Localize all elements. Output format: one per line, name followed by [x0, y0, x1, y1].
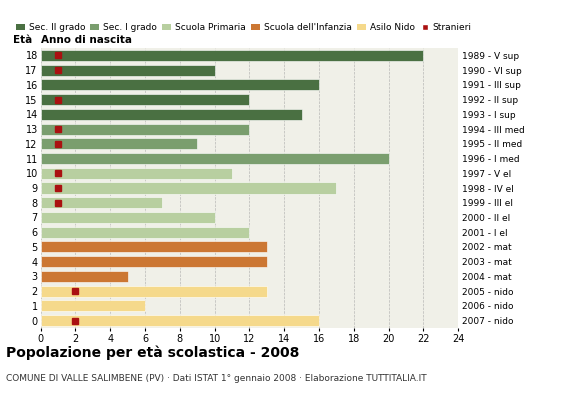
- Bar: [41, 138, 197, 149]
- Bar: [41, 153, 389, 164]
- Bar: [41, 227, 249, 238]
- Bar: [41, 50, 423, 61]
- Bar: [41, 197, 162, 208]
- Bar: [41, 182, 336, 194]
- Text: Età: Età: [13, 35, 32, 45]
- Bar: [41, 79, 319, 90]
- Bar: [41, 286, 267, 297]
- Bar: [41, 256, 267, 267]
- Legend: Sec. II grado, Sec. I grado, Scuola Primaria, Scuola dell'Infanzia, Asilo Nido, : Sec. II grado, Sec. I grado, Scuola Prim…: [16, 23, 472, 32]
- Bar: [41, 64, 215, 76]
- Bar: [41, 212, 215, 223]
- Text: Anno di nascita: Anno di nascita: [41, 35, 132, 45]
- Bar: [41, 315, 319, 326]
- Bar: [41, 124, 249, 134]
- Bar: [41, 271, 128, 282]
- Bar: [41, 168, 232, 179]
- Text: COMUNE DI VALLE SALIMBENE (PV) · Dati ISTAT 1° gennaio 2008 · Elaborazione TUTTI: COMUNE DI VALLE SALIMBENE (PV) · Dati IS…: [6, 374, 426, 383]
- Bar: [41, 242, 267, 252]
- Bar: [41, 94, 249, 105]
- Bar: [41, 300, 145, 312]
- Text: Popolazione per età scolastica - 2008: Popolazione per età scolastica - 2008: [6, 346, 299, 360]
- Bar: [41, 109, 302, 120]
